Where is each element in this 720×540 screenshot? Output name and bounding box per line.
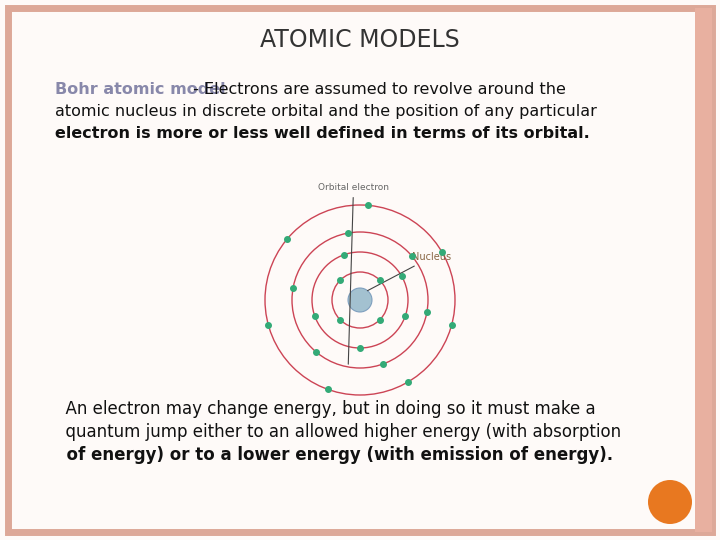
Text: atomic nucleus in discrete orbital and the position of any particular: atomic nucleus in discrete orbital and t…: [55, 104, 597, 119]
Text: ATOMIC MODELS: ATOMIC MODELS: [260, 28, 460, 52]
Circle shape: [348, 288, 372, 312]
Text: Nucleus: Nucleus: [367, 252, 451, 291]
Text: - Electrons are assumed to revolve around the: - Electrons are assumed to revolve aroun…: [188, 82, 566, 97]
Text: of energy) or to a lower energy (with emission of energy).: of energy) or to a lower energy (with em…: [55, 446, 613, 464]
Text: An electron may change energy, but in doing so it must make a: An electron may change energy, but in do…: [55, 400, 595, 418]
Circle shape: [648, 480, 692, 524]
Text: Bohr atomic model: Bohr atomic model: [55, 82, 225, 97]
Text: quantum jump either to an allowed higher energy (with absorption: quantum jump either to an allowed higher…: [55, 423, 621, 441]
FancyBboxPatch shape: [8, 8, 712, 532]
Bar: [695, 8, 712, 532]
Text: Orbital electron: Orbital electron: [318, 183, 389, 364]
Text: electron is more or less well defined in terms of its orbital.: electron is more or less well defined in…: [55, 126, 590, 141]
